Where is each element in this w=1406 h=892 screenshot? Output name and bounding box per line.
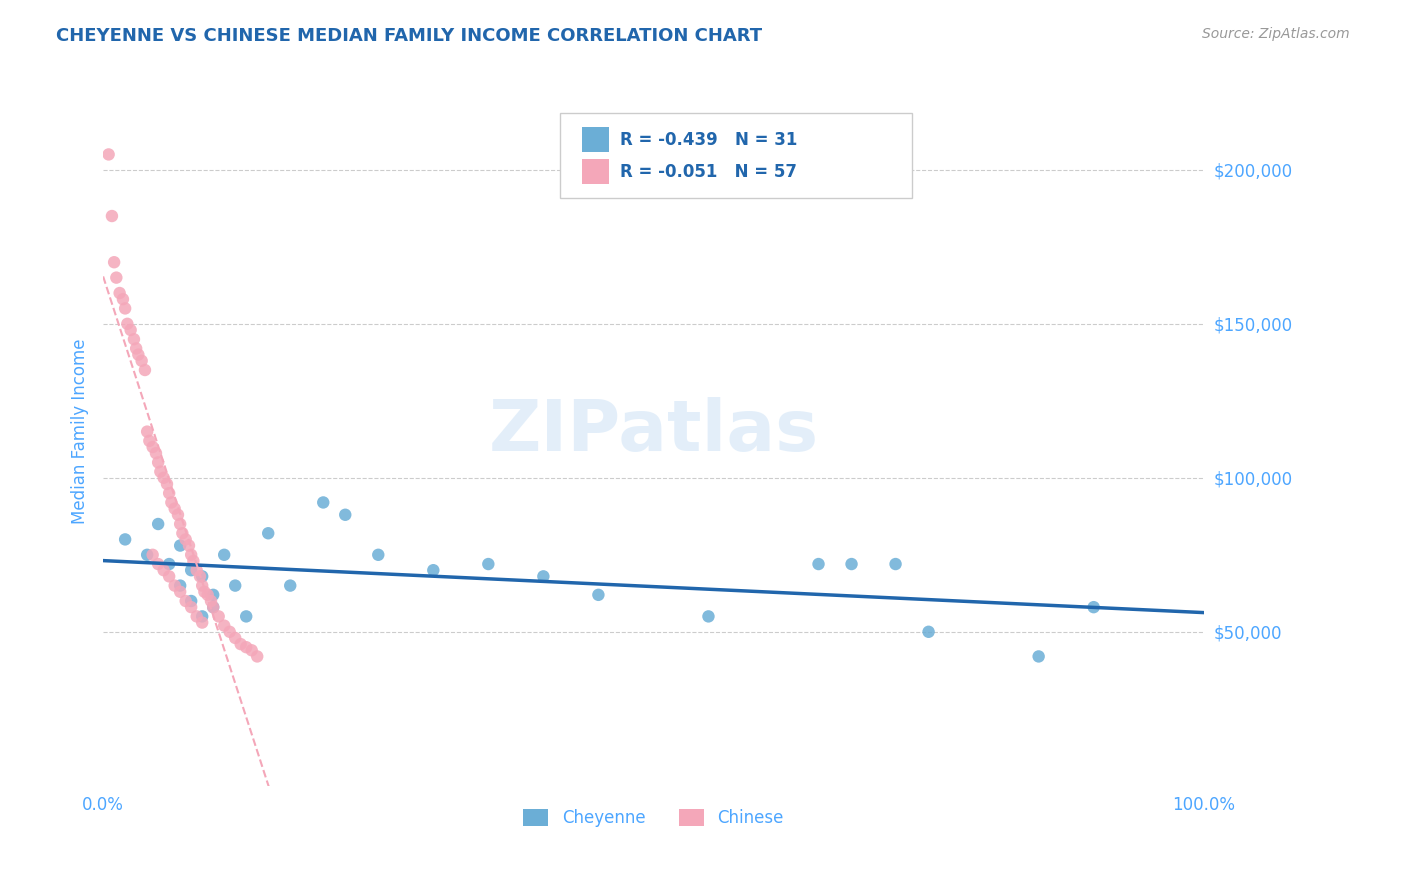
Point — [191, 569, 214, 583]
Point — [200, 594, 222, 608]
Point — [169, 539, 191, 553]
Point — [197, 588, 219, 602]
Point — [202, 588, 225, 602]
Point — [142, 440, 165, 454]
Point — [174, 533, 197, 547]
Point — [588, 588, 610, 602]
Point — [160, 495, 183, 509]
Point — [180, 548, 202, 562]
Point — [202, 600, 225, 615]
Point — [235, 609, 257, 624]
Point — [212, 548, 235, 562]
Y-axis label: Median Family Income: Median Family Income — [72, 339, 89, 524]
Point — [212, 618, 235, 632]
Point — [531, 569, 554, 583]
Point — [257, 526, 280, 541]
Point — [186, 563, 208, 577]
Point — [103, 255, 125, 269]
Point — [697, 609, 720, 624]
Point — [163, 579, 186, 593]
Point — [146, 557, 169, 571]
Point — [191, 615, 214, 630]
Point — [191, 579, 214, 593]
Point — [312, 495, 335, 509]
Point — [224, 631, 246, 645]
Point — [134, 363, 156, 377]
Point — [177, 539, 200, 553]
Point — [146, 455, 169, 469]
Point — [183, 554, 205, 568]
Point — [1083, 600, 1105, 615]
Point — [131, 353, 153, 368]
Text: Source: ZipAtlas.com: Source: ZipAtlas.com — [1202, 27, 1350, 41]
Point — [152, 563, 174, 577]
Point — [180, 563, 202, 577]
Point — [917, 624, 939, 639]
Point — [186, 609, 208, 624]
Point — [146, 516, 169, 531]
Point — [111, 292, 134, 306]
Point — [142, 548, 165, 562]
Point — [240, 643, 263, 657]
Point — [884, 557, 907, 571]
Point — [156, 477, 179, 491]
Point — [335, 508, 357, 522]
Point — [136, 548, 159, 562]
Point — [188, 569, 211, 583]
Point — [114, 301, 136, 316]
Point — [105, 270, 128, 285]
Point — [367, 548, 389, 562]
Point — [169, 584, 191, 599]
FancyBboxPatch shape — [560, 113, 912, 198]
Bar — [582, 127, 609, 152]
Point — [97, 147, 120, 161]
Point — [174, 594, 197, 608]
Point — [169, 516, 191, 531]
Point — [136, 425, 159, 439]
Point — [120, 323, 142, 337]
Point — [138, 434, 160, 448]
Point — [807, 557, 830, 571]
Point — [278, 579, 301, 593]
Text: CHEYENNE VS CHINESE MEDIAN FAMILY INCOME CORRELATION CHART: CHEYENNE VS CHINESE MEDIAN FAMILY INCOME… — [56, 27, 762, 45]
Point — [157, 557, 180, 571]
Text: ZIPatlas: ZIPatlas — [488, 397, 818, 467]
Point — [163, 501, 186, 516]
Point — [157, 569, 180, 583]
Point — [841, 557, 863, 571]
Point — [202, 600, 225, 615]
Point — [149, 465, 172, 479]
Point — [218, 624, 240, 639]
Point — [193, 584, 215, 599]
Point — [191, 609, 214, 624]
Point — [122, 332, 145, 346]
Point — [125, 342, 148, 356]
Point — [127, 348, 149, 362]
Point — [180, 594, 202, 608]
Point — [229, 637, 252, 651]
Point — [172, 526, 194, 541]
Point — [108, 286, 131, 301]
Point — [1028, 649, 1050, 664]
Point — [422, 563, 444, 577]
Point — [477, 557, 499, 571]
Point — [145, 446, 167, 460]
Point — [152, 471, 174, 485]
Point — [224, 579, 246, 593]
Point — [180, 600, 202, 615]
Point — [246, 649, 269, 664]
Point — [208, 609, 231, 624]
Point — [117, 317, 139, 331]
Point — [235, 640, 257, 655]
Bar — [582, 159, 609, 184]
Text: R = -0.439   N = 31: R = -0.439 N = 31 — [620, 131, 797, 149]
Point — [169, 579, 191, 593]
Point — [167, 508, 190, 522]
Point — [101, 209, 124, 223]
Text: R = -0.051   N = 57: R = -0.051 N = 57 — [620, 162, 797, 181]
Point — [114, 533, 136, 547]
Legend: Cheyenne, Chinese: Cheyenne, Chinese — [517, 803, 790, 834]
Point — [157, 486, 180, 500]
